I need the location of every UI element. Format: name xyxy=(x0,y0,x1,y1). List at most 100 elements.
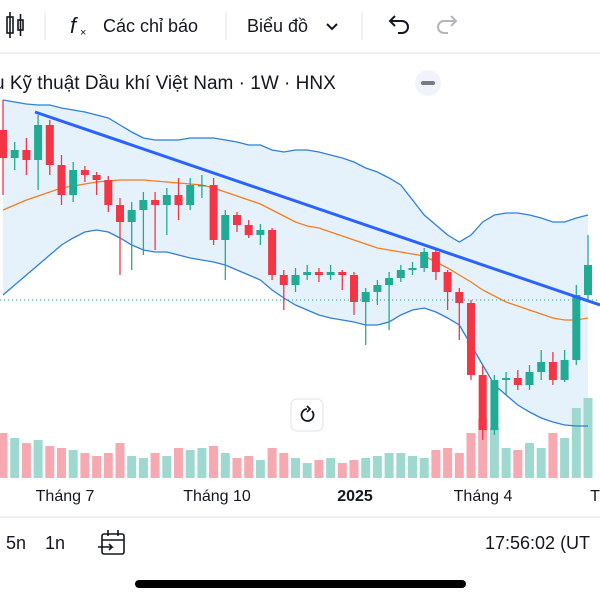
range-5y[interactable]: 5n xyxy=(6,533,26,553)
volume-bar xyxy=(244,456,254,478)
volume-bar xyxy=(291,458,300,478)
volume-bar xyxy=(279,453,289,478)
volume-bar xyxy=(489,428,499,478)
candle-body xyxy=(443,272,452,292)
volume-bar xyxy=(583,398,593,478)
candle-body xyxy=(572,295,581,360)
redo-button[interactable] xyxy=(437,15,458,34)
chevron[interactable] xyxy=(326,23,338,31)
volume-bar xyxy=(232,458,242,478)
candle-body xyxy=(57,165,66,195)
candle-body xyxy=(127,210,136,222)
volume-bar xyxy=(174,448,183,478)
volume-bar xyxy=(115,443,125,478)
x-tick-label: Tháng 10 xyxy=(183,488,251,505)
volume-bar xyxy=(372,456,382,478)
candle-body xyxy=(116,205,124,222)
volume-bar xyxy=(466,433,476,478)
fx-icon[interactable]: f xyxy=(70,13,79,38)
candle-body xyxy=(104,180,113,205)
volume-bar xyxy=(384,453,394,478)
volume-bar xyxy=(185,450,195,478)
candle-body xyxy=(338,272,347,275)
volume-bar xyxy=(419,458,429,478)
candle-body xyxy=(244,225,253,235)
candle-body xyxy=(209,185,218,240)
candle-body xyxy=(92,175,101,180)
trend-line xyxy=(34,110,600,307)
candle-body xyxy=(303,272,312,275)
bollinger-basis xyxy=(2,179,589,321)
candle-body xyxy=(291,275,300,285)
candle-body xyxy=(361,292,370,302)
symbol-title: ụ Kỹ thuật Dầu khí Việt Nam · 1W · HNX xyxy=(0,73,336,94)
candle-body xyxy=(537,362,546,372)
collapse-icon xyxy=(421,81,435,85)
volume-bar xyxy=(209,446,219,478)
candle-body xyxy=(373,285,382,292)
range-1y[interactable]: 1n xyxy=(45,533,65,553)
candle-body xyxy=(186,185,195,205)
candle-body xyxy=(45,125,54,165)
band-fill xyxy=(3,100,588,426)
x-tick-label: 2025 xyxy=(337,488,373,505)
toolbar xyxy=(0,0,600,53)
volume-bar xyxy=(337,463,347,478)
candle-body xyxy=(502,378,511,380)
candle-body xyxy=(525,372,534,385)
volume-bar xyxy=(162,456,172,478)
candle-body xyxy=(560,360,569,380)
reset-icon xyxy=(300,405,315,422)
candle-body xyxy=(22,150,31,160)
volume-bar xyxy=(45,446,55,478)
volume-bar xyxy=(150,453,160,478)
volume-bar xyxy=(33,440,43,478)
volume-bar xyxy=(548,433,558,478)
candle-body xyxy=(10,150,19,158)
volume-bar xyxy=(454,453,464,478)
candle-body xyxy=(478,375,487,430)
candle-body xyxy=(197,185,206,187)
candle-body xyxy=(174,195,183,205)
candle-body xyxy=(490,380,499,430)
volume-bar xyxy=(314,460,324,478)
candle-body xyxy=(256,230,265,235)
candle-body xyxy=(34,125,43,160)
volume-bar xyxy=(560,438,570,478)
volume-bar xyxy=(57,448,66,478)
x-tick-label: Tháng 7 xyxy=(36,488,95,505)
volume-bar xyxy=(255,460,265,478)
candle-body xyxy=(233,215,241,225)
clock: 17:56:02 (UT xyxy=(485,533,590,553)
candle-body xyxy=(314,272,323,275)
volume-bar xyxy=(138,458,148,478)
candle-body xyxy=(69,170,78,195)
indicators-button[interactable]: Các chỉ báo xyxy=(103,16,198,36)
fx-icon[interactable]: × xyxy=(80,27,86,39)
x-axis: Tháng 7 Tháng 10 2025 Tháng 4 T xyxy=(36,488,600,505)
candle-body xyxy=(467,303,475,375)
volume-bar xyxy=(0,433,8,478)
volume-bar xyxy=(478,418,488,478)
volume-bar xyxy=(396,453,406,478)
volume-bar xyxy=(571,408,581,478)
reset-button[interactable] xyxy=(290,398,324,432)
volume-bar xyxy=(525,443,534,478)
candle-body xyxy=(80,170,89,175)
candle-body xyxy=(408,268,417,270)
candle-icon[interactable] xyxy=(6,12,24,38)
bollinger-upper xyxy=(2,99,589,243)
volume-bar xyxy=(431,450,441,478)
chart-type-button[interactable]: Biểu đồ xyxy=(247,16,308,36)
candle-body xyxy=(385,278,394,285)
date-range-icon[interactable] xyxy=(98,530,125,555)
volume-bar xyxy=(21,443,31,478)
home-indicator xyxy=(135,580,466,588)
volume-bar xyxy=(92,456,102,478)
candle-body xyxy=(455,292,464,303)
candle-body xyxy=(513,378,522,385)
candle-body xyxy=(151,200,160,205)
volume-bar xyxy=(349,460,359,478)
undo-button[interactable] xyxy=(388,15,409,34)
